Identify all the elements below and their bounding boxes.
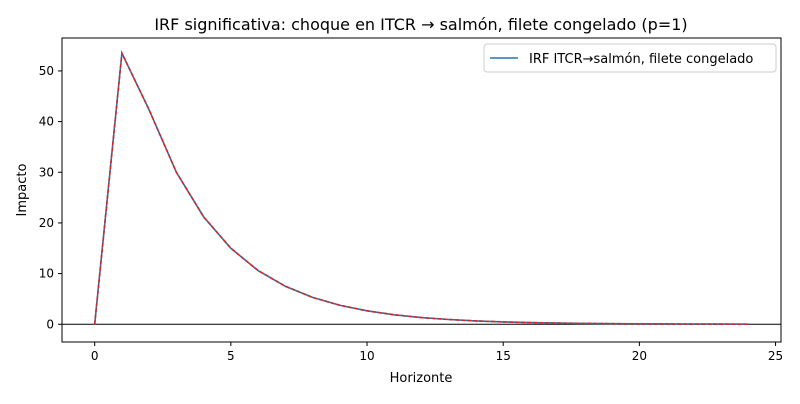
y-tick-label: 50 bbox=[39, 64, 54, 78]
plot-frame bbox=[61, 37, 782, 343]
y-tick-label: 30 bbox=[39, 165, 54, 179]
series-line bbox=[93, 50, 749, 325]
x-tick-label: 0 bbox=[91, 349, 99, 363]
x-tick-label: 25 bbox=[768, 349, 783, 363]
legend-box bbox=[483, 43, 777, 73]
y-tick-label: 40 bbox=[39, 115, 54, 129]
x-tick-label: 10 bbox=[359, 349, 374, 363]
x-tick-label: 5 bbox=[227, 349, 235, 363]
legend: IRF ITCR→salmón, filete congelado bbox=[483, 43, 777, 73]
x-tick-label: 15 bbox=[496, 349, 511, 363]
legend-label: IRF ITCR→salmón, filete congelado bbox=[529, 52, 753, 67]
plot-area bbox=[61, 37, 782, 343]
y-axis-label: Impacto bbox=[15, 164, 30, 217]
x-tick-label: 20 bbox=[632, 349, 647, 363]
y-axis: 0 10 20 30 40 50 bbox=[39, 64, 62, 331]
overlay-line bbox=[93, 50, 749, 325]
x-axis: 0 5 10 15 20 25 bbox=[91, 342, 783, 363]
y-tick-label: 0 bbox=[46, 317, 54, 331]
y-tick-label: 20 bbox=[39, 216, 54, 230]
chart-title: IRF significativa: choque en ITCR → salm… bbox=[154, 15, 687, 34]
y-tick-label: 10 bbox=[39, 267, 54, 281]
x-axis-label: Horizonte bbox=[390, 371, 453, 386]
